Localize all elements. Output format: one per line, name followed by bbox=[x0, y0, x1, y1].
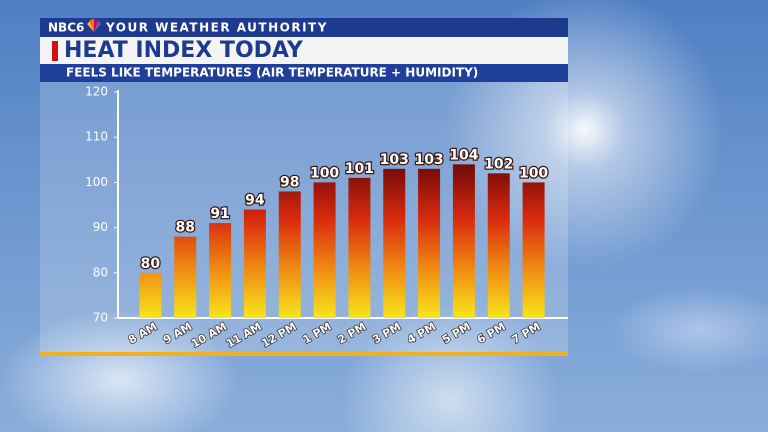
y-tick-label: 100 bbox=[85, 175, 108, 189]
bar bbox=[313, 182, 336, 318]
panel-footer bbox=[40, 352, 568, 356]
title-accent bbox=[52, 41, 58, 61]
data-label: 94 bbox=[245, 193, 265, 209]
bar bbox=[139, 272, 162, 318]
bar bbox=[348, 177, 371, 318]
data-label: 91 bbox=[210, 206, 229, 222]
data-label: 104 bbox=[449, 147, 478, 163]
y-tick-label: 70 bbox=[93, 311, 108, 325]
y-tick-label: 120 bbox=[85, 85, 108, 99]
data-label: 101 bbox=[345, 161, 374, 177]
subtitle-bar bbox=[40, 64, 568, 82]
header-bar bbox=[40, 18, 568, 37]
title-band bbox=[40, 37, 568, 64]
bar bbox=[522, 182, 545, 318]
data-label: 103 bbox=[380, 152, 409, 168]
subtitle: FEELS LIKE TEMPERATURES (AIR TEMPERATURE… bbox=[66, 66, 478, 80]
data-label: 100 bbox=[519, 165, 548, 181]
bar bbox=[209, 223, 232, 318]
bar bbox=[418, 168, 441, 318]
y-tick-label: 90 bbox=[93, 220, 108, 234]
brand: NBC6 bbox=[48, 21, 84, 35]
peacock-logo bbox=[87, 19, 101, 32]
y-tick-label: 80 bbox=[93, 265, 108, 279]
bar bbox=[487, 173, 510, 318]
data-label: 88 bbox=[176, 220, 195, 236]
bar bbox=[383, 168, 406, 318]
data-label: 103 bbox=[414, 152, 443, 168]
data-label: 98 bbox=[280, 174, 299, 190]
bar bbox=[278, 191, 301, 318]
bar bbox=[243, 209, 266, 318]
bar bbox=[174, 236, 197, 318]
chart-title: HEAT INDEX TODAY bbox=[64, 38, 304, 63]
bar bbox=[452, 164, 475, 318]
y-tick-label: 110 bbox=[85, 130, 108, 144]
data-label: 100 bbox=[310, 165, 339, 181]
data-label: 102 bbox=[484, 156, 513, 172]
data-label: 80 bbox=[141, 256, 161, 272]
tagline: YOUR WEATHER AUTHORITY bbox=[105, 21, 328, 35]
